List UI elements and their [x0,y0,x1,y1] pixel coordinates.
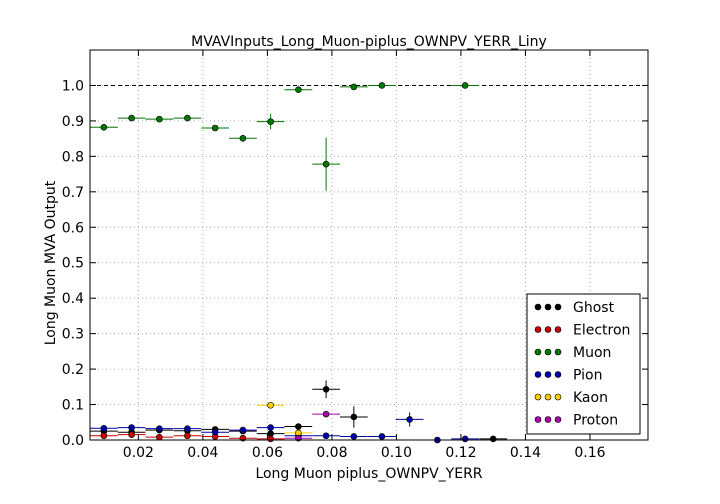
data-point [267,401,274,409]
data-point [100,123,108,131]
legend-marker [544,348,552,356]
legend-marker [554,393,562,401]
series-muon [90,82,479,191]
y-tick-label: 0.6 [62,220,84,236]
legend-label-proton: Proton [573,413,618,429]
data-point [350,413,358,421]
data-point [378,82,386,89]
x-tick-label: 0.14 [510,445,541,461]
data-point [267,424,274,431]
legend-marker [534,303,542,311]
legend: Ghost Electron Muon Pion Kaon Proton [526,293,641,435]
data-point [461,82,469,89]
legend-box [526,293,641,435]
y-tick-label: 0.2 [62,362,84,378]
data-point [295,86,302,94]
y-axis-label: Long Muon MVA Output [43,180,59,345]
x-tick-label: 0.16 [574,445,605,461]
axis-ticks: 0.02 0.04 0.06 0.08 0.10 0.12 0.14 0.16 0.0 0.1 0.… [62,50,648,461]
series-pion [90,412,479,444]
legend-marker [544,393,552,401]
data-point [100,424,108,432]
data-point [406,416,413,423]
data-point [322,160,330,168]
data-point [267,435,274,443]
x-tick-label: 0.12 [445,445,476,461]
y-tick-label: 0.7 [62,185,84,201]
data-point [239,134,247,142]
legend-marker [544,303,552,311]
chart-title: MVAVInputs_Long_Muon-piplus_OWNPV_YERR_L… [191,34,547,50]
data-point [322,385,330,393]
x-tick-label: 0.02 [123,445,154,461]
legend-marker [554,348,562,356]
y-tick-label: 0.3 [62,327,84,343]
legend-marker [544,371,552,378]
y-tick-label: 0.4 [62,291,84,307]
series-kaon [256,401,313,437]
y-tick-label: 0.0 [62,433,84,449]
data-point [100,432,108,440]
series-electron [90,431,285,443]
legend-marker [534,393,542,401]
data-point [461,435,469,443]
data-point [295,423,302,430]
legend-label-kaon: Kaon [573,390,608,406]
data-point [156,115,163,123]
data-point [322,410,330,418]
legend-marker [554,303,562,311]
legend-marker [534,348,542,356]
legend-label-ghost: Ghost [573,300,615,316]
data-point [128,114,135,122]
y-tick-label: 0.8 [62,149,84,165]
legend-marker [544,326,552,333]
data-point [156,425,163,432]
data-point [489,435,497,443]
data-point [156,433,163,441]
data-points [90,82,508,444]
legend-marker [544,416,552,423]
legend-marker [534,371,542,378]
y-tick-label: 0.1 [62,398,84,414]
data-point [239,426,247,434]
data-point [322,432,330,440]
data-point [211,428,219,436]
legend-label-electron: Electron [573,323,630,339]
data-point [211,124,219,132]
data-point [350,433,358,440]
legend-marker [534,416,542,423]
data-point [128,431,135,438]
data-point [184,114,191,122]
legend-marker [554,326,562,333]
data-point [128,424,135,431]
x-tick-label: 0.08 [316,445,347,461]
data-point [184,425,191,432]
legend-marker [534,326,542,333]
legend-marker [554,416,562,423]
data-point [184,432,191,440]
plot-frame [89,49,649,441]
x-axis-label: Long Muon piplus_OWNPV_YERR [255,466,482,482]
data-point [267,118,274,125]
y-tick-label: 0.5 [62,256,84,272]
y-tick-label: 1.0 [62,78,84,94]
legend-label-muon: Muon [573,345,611,361]
data-point [378,433,386,440]
legend-label-pion: Pion [573,368,602,384]
legend-marker [554,371,562,378]
data-point [350,83,358,91]
x-tick-label: 0.10 [381,445,412,461]
x-tick-label: 0.06 [252,445,283,461]
y-tick-label: 0.9 [62,114,84,130]
x-tick-label: 0.04 [187,445,218,461]
